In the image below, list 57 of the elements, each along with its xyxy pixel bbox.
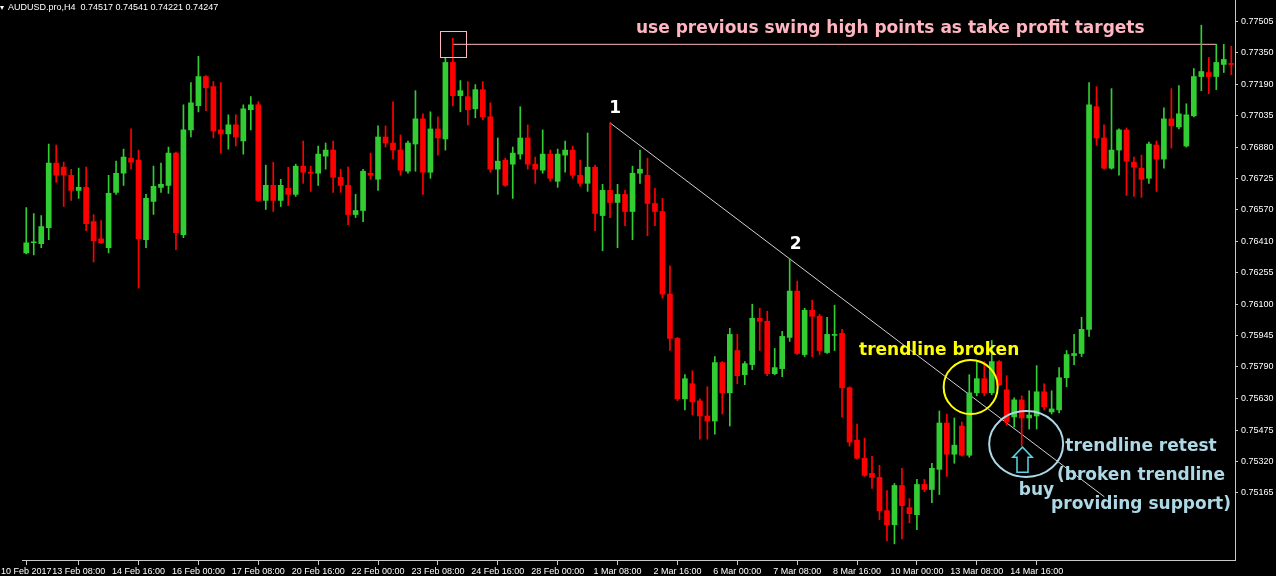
- candlestick: [23, 207, 30, 255]
- y-tick-label: 0.75945: [1241, 329, 1274, 340]
- x-tick-label: 13 Feb 08:00: [52, 565, 106, 576]
- y-tick-label: 0.75790: [1241, 361, 1274, 372]
- y-tick-label: 0.77190: [1241, 79, 1274, 90]
- candlestick: [869, 455, 875, 489]
- annotation: 2: [789, 233, 802, 254]
- y-tick-label: 0.77350: [1241, 46, 1274, 57]
- candlestick: [307, 165, 314, 192]
- x-tick-label: 6 Mar 00:00: [713, 565, 762, 576]
- x-tick-label: 23 Feb 08:00: [411, 565, 465, 576]
- candlestick: [809, 299, 815, 357]
- chart-title: AUDUSD.pro,H4 0.74517 0.74541 0.74221 0.74247: [8, 2, 219, 13]
- y-tick-label: 0.76100: [1241, 298, 1274, 309]
- candlestick: [637, 149, 643, 184]
- candlestick: [1071, 334, 1077, 365]
- annotation: use previous swing high points as take profit targets: [636, 17, 1145, 38]
- y-tick-label: 0.76410: [1241, 236, 1274, 247]
- x-tick-label: 14 Feb 16:00: [112, 565, 166, 576]
- x-tick-label: 8 Mar 16:00: [833, 565, 882, 576]
- x-tick-label: 14 Mar 16:00: [1010, 565, 1064, 576]
- candlestick: [300, 140, 307, 184]
- x-tick-label: 20 Feb 16:00: [291, 565, 345, 576]
- x-tick-label: 2 Mar 16:00: [653, 565, 702, 576]
- y-tick-label: 0.75630: [1241, 393, 1274, 404]
- x-tick-label: 7 Mar 08:00: [773, 565, 822, 576]
- candlestick: [390, 101, 396, 160]
- x-tick-label: 17 Feb 08:00: [231, 565, 285, 576]
- y-tick-label: 0.76880: [1241, 141, 1274, 152]
- candlestick: [98, 220, 104, 245]
- candlestick: [562, 140, 568, 173]
- candlestick: [607, 122, 613, 218]
- x-tick-label: 22 Feb 00:00: [351, 565, 405, 576]
- candlestick: [652, 188, 658, 226]
- y-tick-label: 0.76255: [1241, 267, 1274, 278]
- y-tick-label: 0.76725: [1241, 172, 1274, 183]
- candlestick: [285, 166, 292, 206]
- x-tick-label: 10 Feb 2017: [1, 565, 52, 576]
- candlestick: [1205, 57, 1212, 94]
- y-tick-label: 0.75475: [1241, 424, 1274, 435]
- candlestick: [1220, 43, 1227, 73]
- candlestick: [494, 137, 501, 195]
- y-tick-label: 0.77035: [1241, 110, 1274, 121]
- annotation: 1: [609, 97, 621, 118]
- y-tick-label: 0.77505: [1241, 15, 1274, 26]
- x-tick-label: 10 Mar 00:00: [890, 565, 944, 576]
- x-tick-label: 16 Feb 00:00: [171, 565, 225, 576]
- y-tick-label: 0.76570: [1241, 203, 1274, 214]
- x-tick-label: 13 Mar 08:00: [950, 565, 1004, 576]
- candlestick: [1131, 156, 1137, 197]
- y-tick-label: 0.75165: [1241, 487, 1274, 497]
- x-tick-label: 28 Feb 00:00: [531, 565, 585, 576]
- y-tick-label: 0.75320: [1241, 455, 1274, 466]
- candlestick: [247, 96, 254, 131]
- x-tick-label: 1 Mar 08:00: [593, 565, 642, 576]
- candlestick: [158, 162, 164, 193]
- x-tick-label: 24 Feb 16:00: [471, 565, 525, 576]
